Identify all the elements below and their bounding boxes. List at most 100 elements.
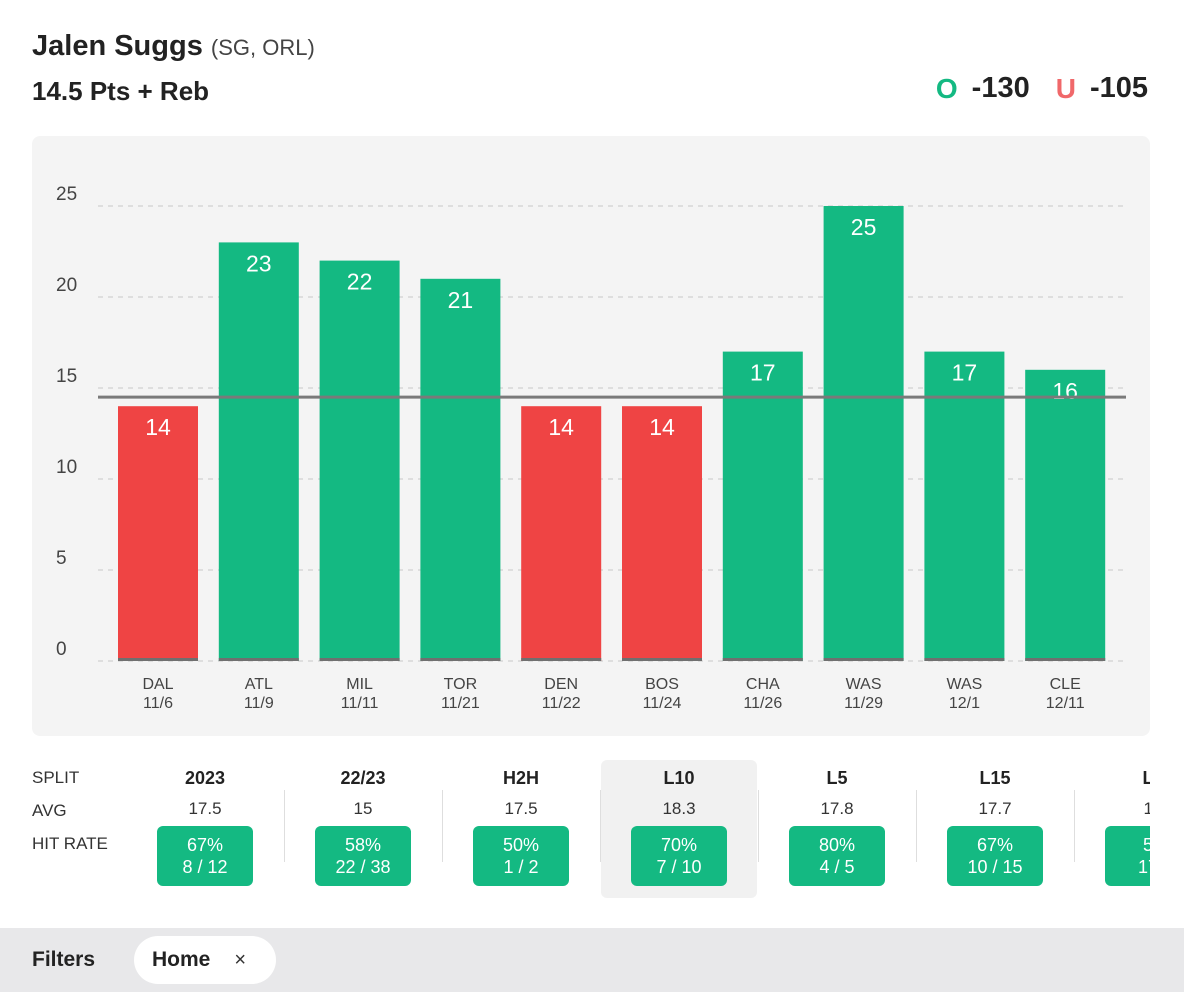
player-name: Jalen Suggs (SG, ORL) bbox=[32, 30, 315, 63]
avg-row-label: AVG bbox=[32, 801, 67, 820]
bar-base bbox=[319, 658, 400, 661]
bar bbox=[118, 406, 198, 661]
x-tick-date: 12/1 bbox=[949, 695, 980, 712]
split-avg: 15 bbox=[353, 799, 373, 818]
x-tick-team: CHA bbox=[746, 676, 780, 693]
column-divider bbox=[758, 790, 759, 862]
bar bbox=[420, 278, 501, 661]
split-row-label: SPLIT bbox=[32, 768, 80, 787]
hit-rate-badge: 80% 4 / 5 bbox=[789, 826, 885, 886]
x-tick-team: DEN bbox=[544, 676, 578, 693]
split-name: L15 bbox=[979, 768, 1011, 788]
bar-value-label: 14 bbox=[649, 414, 675, 440]
hit-rate-ratio: 10 / 15 bbox=[967, 857, 1023, 877]
hit-rate-percent: 50% bbox=[502, 835, 540, 855]
column-divider bbox=[600, 790, 601, 862]
over-icon: O bbox=[935, 72, 958, 104]
y-tick-label: 25 bbox=[56, 184, 77, 205]
game-log-chart: 0 5 10 15 20 25 14 DAL 11/6 23 ATL 11/9 22 MIL 11/11 21… bbox=[32, 136, 1150, 736]
bar bbox=[218, 242, 299, 661]
x-tick-date: 11/24 bbox=[643, 695, 682, 712]
x-tick-team: DAL bbox=[142, 676, 173, 693]
bar-value-label: 16 bbox=[1052, 378, 1078, 404]
bar-base bbox=[118, 658, 198, 661]
split-name: L5 bbox=[826, 768, 848, 788]
bar bbox=[722, 351, 803, 661]
bar bbox=[622, 406, 702, 661]
split-column-22-23[interactable]: 22/23 15 58% 22 / 38 bbox=[285, 760, 441, 898]
hit-rate-ratio: 8 / 12 bbox=[182, 857, 228, 877]
x-tick-team: BOS bbox=[645, 676, 679, 693]
hit-rate-percent: 58% bbox=[344, 835, 382, 855]
x-tick-date: 11/26 bbox=[743, 695, 782, 712]
y-tick-label: 5 bbox=[56, 548, 67, 569]
x-tick-team: MIL bbox=[346, 676, 373, 693]
x-tick-date: 11/9 bbox=[244, 695, 274, 712]
split-avg: 17.5 bbox=[188, 799, 222, 818]
bar-value-label: 21 bbox=[448, 287, 474, 313]
split-name: H2H bbox=[502, 768, 539, 788]
split-avg: 18.3 bbox=[662, 799, 696, 818]
split-column-l3[interactable]: L3 14 57 17 / bbox=[1075, 760, 1150, 898]
bar-base bbox=[924, 658, 1005, 661]
split-column-h2h[interactable]: H2H 17.5 50% 1 / 2 bbox=[443, 760, 599, 898]
hit-rate-badge: 70% 7 / 10 bbox=[631, 826, 727, 886]
split-column-l5[interactable]: L5 17.8 80% 4 / 5 bbox=[759, 760, 915, 898]
split-column-l10[interactable]: L10 18.3 70% 7 / 10 bbox=[601, 760, 757, 898]
bar-value-label: 25 bbox=[851, 214, 877, 240]
bar-chart-svg: 0 5 10 15 20 25 14 DAL 11/6 23 ATL 11/9 22 MIL 11/11 21… bbox=[56, 184, 1126, 712]
hit-rate-ratio: 17 / bbox=[1137, 857, 1150, 877]
split-name: 2023 bbox=[184, 768, 226, 788]
under-odds[interactable]: -105 bbox=[1089, 72, 1148, 104]
bar-base bbox=[521, 658, 602, 661]
y-tick-label: 20 bbox=[56, 275, 77, 296]
hit-rate-ratio: 22 / 38 bbox=[335, 857, 391, 877]
bar-value-label: 14 bbox=[548, 414, 574, 440]
hit-rate-percent: 70% bbox=[660, 835, 698, 855]
odds-display: O -130 U -105 bbox=[936, 72, 1148, 105]
bar bbox=[319, 260, 400, 661]
split-avg: 17.7 bbox=[978, 799, 1012, 818]
bar-base bbox=[722, 658, 803, 661]
x-tick-team: CLE bbox=[1050, 676, 1081, 693]
hit-rate-badge: 50% 1 / 2 bbox=[473, 826, 569, 886]
x-tick-date: 11/11 bbox=[341, 695, 379, 712]
hit-rate-percent: 67% bbox=[186, 835, 224, 855]
split-avg: 17.8 bbox=[820, 799, 854, 818]
hit-rate-badge: 67% 10 / 15 bbox=[947, 826, 1043, 886]
splits-table: SPLIT AVG HIT RATE 2023 17.5 67% 8 / 12 22/2… bbox=[0, 760, 1150, 900]
bar-base bbox=[823, 658, 904, 661]
split-name: L3 bbox=[1142, 768, 1150, 788]
split-name: 22/23 bbox=[340, 768, 386, 788]
under-icon: U bbox=[1055, 72, 1076, 104]
bar bbox=[1025, 369, 1106, 661]
column-divider bbox=[1074, 790, 1075, 862]
hit-rate-ratio: 7 / 10 bbox=[656, 857, 702, 877]
split-name: L10 bbox=[663, 768, 695, 788]
filter-chip-home[interactable]: Home × bbox=[134, 936, 276, 984]
split-column-2023[interactable]: 2023 17.5 67% 8 / 12 bbox=[127, 760, 283, 898]
bar bbox=[521, 406, 602, 661]
bar-base bbox=[1025, 658, 1106, 661]
hit-rate-badge: 67% 8 / 12 bbox=[157, 826, 253, 886]
filters-label: Filters bbox=[32, 948, 96, 971]
y-tick-label: 10 bbox=[56, 457, 77, 478]
bar bbox=[823, 206, 904, 661]
bar-value-label: 23 bbox=[246, 250, 272, 276]
hit-rate-ratio: 4 / 5 bbox=[819, 857, 855, 877]
x-tick-team: ATL bbox=[245, 676, 273, 693]
hit-rate-percent: 67% bbox=[976, 835, 1014, 855]
close-icon[interactable]: × bbox=[234, 949, 247, 971]
bar bbox=[924, 351, 1005, 661]
column-divider bbox=[916, 790, 917, 862]
over-odds[interactable]: -130 bbox=[971, 72, 1030, 104]
x-tick-date: 11/29 bbox=[844, 695, 883, 712]
hit-rate-badge: 57 17 / bbox=[1105, 826, 1150, 886]
x-tick-team: TOR bbox=[444, 676, 477, 693]
column-divider bbox=[284, 790, 285, 862]
hit-rate-badge: 58% 22 / 38 bbox=[315, 826, 411, 886]
hit-rate-percent: 80% bbox=[818, 835, 856, 855]
split-avg: 14 bbox=[1143, 799, 1150, 818]
bar-value-label: 17 bbox=[952, 360, 978, 386]
split-column-l15[interactable]: L15 17.7 67% 10 / 15 bbox=[917, 760, 1073, 898]
